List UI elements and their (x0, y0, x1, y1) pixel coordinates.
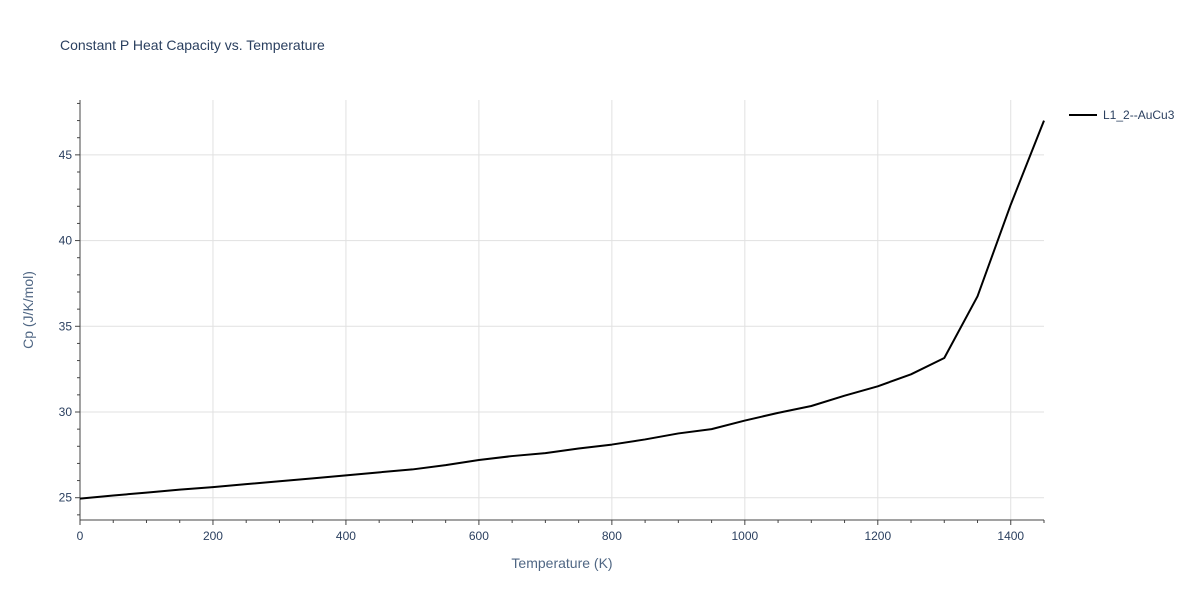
axis-layer: 0 200 400 600 800 1000 1200 1400 25 30 35 40 45 (59, 100, 1045, 543)
y-axis-title: Cp (J/K/mol) (20, 271, 36, 349)
legend[interactable]: L1_2--AuCu3 (1069, 108, 1175, 122)
grid-layer (80, 100, 1044, 520)
x-tick-label: 1400 (997, 529, 1024, 543)
x-tick-label: 400 (336, 529, 356, 543)
legend-item[interactable]: L1_2--AuCu3 (1069, 108, 1175, 122)
x-tick-label: 1200 (864, 529, 891, 543)
x-tick-label: 600 (469, 529, 489, 543)
x-tick-label: 800 (602, 529, 622, 543)
x-tick-label: 200 (203, 529, 223, 543)
chart-title: Constant P Heat Capacity vs. Temperature (60, 37, 325, 53)
y-tick-label: 30 (59, 405, 73, 419)
x-axis-title: Temperature (K) (511, 555, 612, 571)
x-tick-label: 0 (77, 529, 84, 543)
legend-label: L1_2--AuCu3 (1103, 108, 1175, 122)
series-layer (79, 120, 1045, 500)
x-tick-label: 1000 (731, 529, 758, 543)
y-tick-label: 45 (59, 148, 73, 162)
y-tick-label: 25 (59, 491, 73, 505)
y-tick-label: 35 (59, 319, 73, 333)
y-tick-label: 40 (59, 234, 73, 248)
series-line (79, 120, 1045, 500)
